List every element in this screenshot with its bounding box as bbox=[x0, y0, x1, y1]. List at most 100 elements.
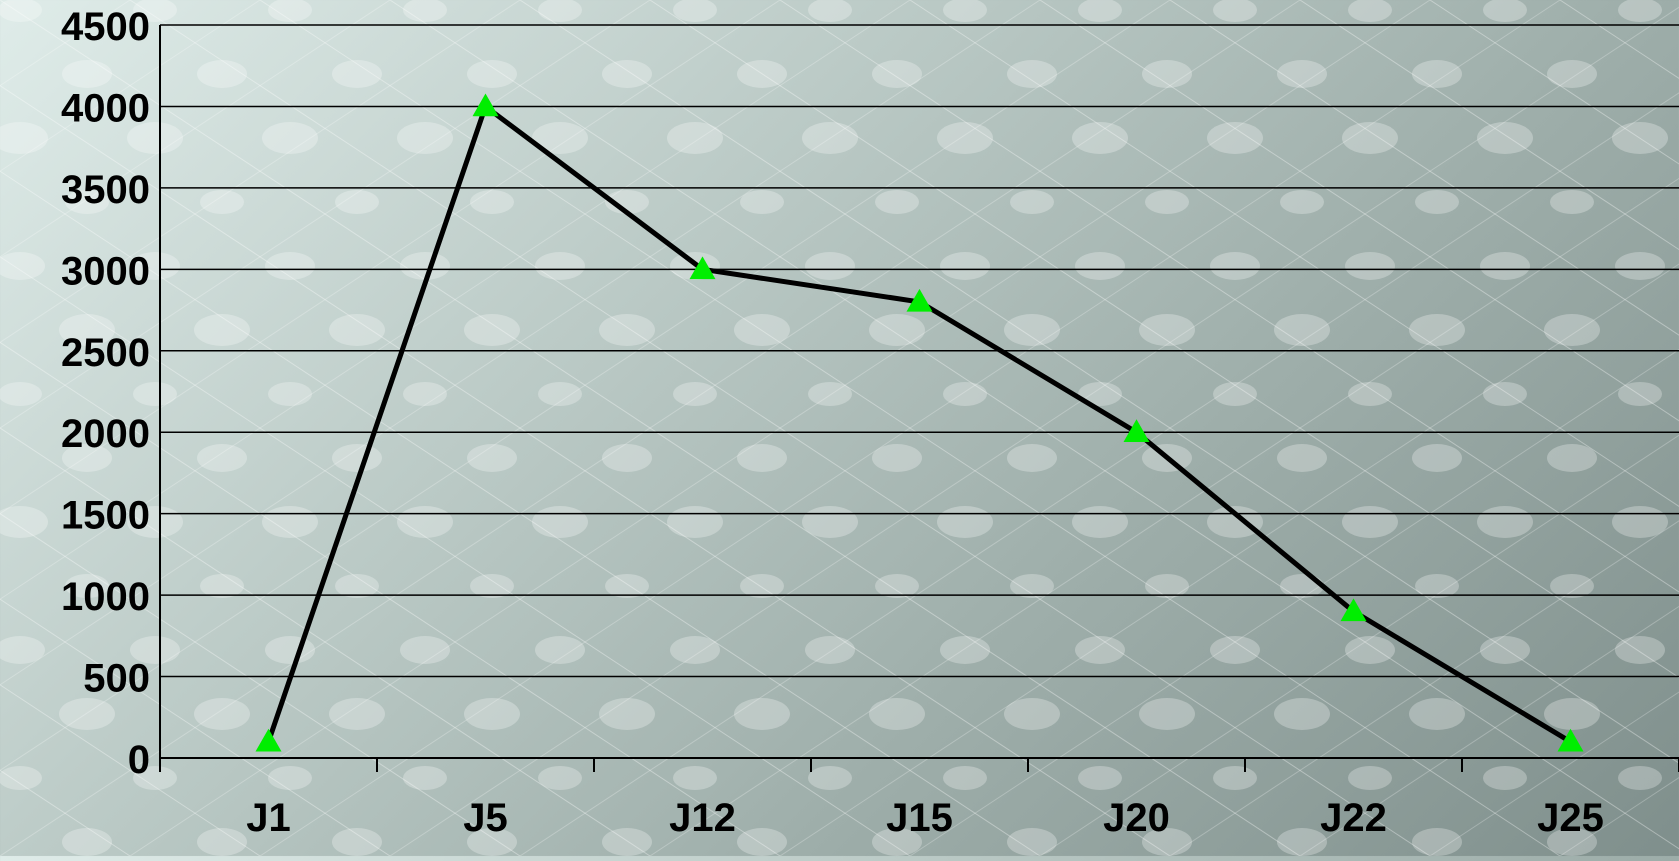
bg-dot bbox=[535, 252, 585, 280]
bg-dot bbox=[1348, 382, 1392, 406]
bg-dot bbox=[332, 444, 382, 472]
x-tick-label: J5 bbox=[463, 796, 508, 840]
bg-dot bbox=[0, 252, 45, 280]
bg-lattice-line bbox=[129, 0, 1431, 857]
bg-dot bbox=[1612, 506, 1668, 538]
axes bbox=[159, 25, 1679, 772]
bg-dot bbox=[332, 60, 382, 88]
bg-dot bbox=[1007, 828, 1057, 856]
bg-dot bbox=[869, 314, 925, 346]
bg-dot bbox=[1409, 698, 1465, 730]
bg-dot bbox=[740, 574, 784, 598]
y-tick-label: 2500 bbox=[61, 331, 150, 375]
bg-dot bbox=[673, 382, 717, 406]
bg-lattice-line bbox=[0, 0, 910, 856]
bg-lattice-line bbox=[779, 0, 1679, 593]
x-tick-label: J12 bbox=[669, 796, 736, 840]
bg-dot bbox=[397, 122, 453, 154]
bg-lattice-line bbox=[0, 513, 521, 857]
bg-dot bbox=[538, 766, 582, 790]
bg-dot bbox=[1078, 382, 1122, 406]
grid-lines bbox=[160, 24, 1679, 759]
bg-dot bbox=[802, 506, 858, 538]
bg-dot bbox=[265, 252, 315, 280]
y-tick-label: 4000 bbox=[61, 86, 150, 130]
bg-lattice-line bbox=[0, 0, 1170, 856]
bg-lattice-line bbox=[0, 684, 261, 857]
bg-dot bbox=[1072, 506, 1128, 538]
bg-dot bbox=[1415, 190, 1459, 214]
bg-lattice-line bbox=[0, 0, 521, 343]
bg-dot bbox=[1277, 828, 1327, 856]
bg-dot bbox=[1210, 252, 1260, 280]
bg-dot bbox=[1145, 190, 1189, 214]
bg-dot bbox=[808, 766, 852, 790]
bg-dot bbox=[1544, 698, 1600, 730]
bg-dot bbox=[1210, 636, 1260, 664]
bg-lattice-line bbox=[129, 0, 1431, 857]
bg-dot bbox=[1618, 0, 1662, 22]
bg-lattice-line bbox=[0, 0, 651, 429]
bg-dot bbox=[1415, 574, 1459, 598]
bg-dot bbox=[403, 0, 447, 22]
bg-dot bbox=[470, 574, 514, 598]
bg-dot bbox=[1280, 190, 1324, 214]
bg-dot bbox=[737, 828, 787, 856]
bg-dot bbox=[1142, 828, 1192, 856]
bg-dot bbox=[197, 444, 247, 472]
bg-dot bbox=[1348, 0, 1392, 22]
bg-dot bbox=[802, 122, 858, 154]
bg-dot bbox=[1213, 0, 1257, 22]
data-point-marker bbox=[1557, 728, 1584, 752]
bg-dot bbox=[1010, 190, 1054, 214]
bg-dot bbox=[133, 382, 177, 406]
bg-dot bbox=[1207, 122, 1263, 154]
bg-dot bbox=[1075, 636, 1125, 664]
bg-dot bbox=[268, 766, 312, 790]
bg-dot bbox=[1345, 252, 1395, 280]
bg-dot bbox=[602, 444, 652, 472]
bg-dot bbox=[1004, 314, 1060, 346]
data-point-marker bbox=[1123, 419, 1150, 442]
bg-dot bbox=[1075, 252, 1125, 280]
bg-dot bbox=[940, 252, 990, 280]
bg-dot bbox=[65, 190, 109, 214]
bg-lattice-line bbox=[1299, 605, 1679, 857]
bg-dot bbox=[599, 314, 655, 346]
bg-dot bbox=[62, 60, 112, 88]
bg-dot bbox=[1480, 636, 1530, 664]
bg-dot bbox=[943, 0, 987, 22]
bg-dot bbox=[1072, 122, 1128, 154]
y-tick-label: 2000 bbox=[61, 412, 150, 456]
bg-dot bbox=[1078, 766, 1122, 790]
x-tick-label: J20 bbox=[1103, 796, 1170, 840]
bg-lattice-line bbox=[0, 0, 1300, 856]
x-tick-label: J25 bbox=[1537, 796, 1604, 840]
bg-dot bbox=[667, 122, 723, 154]
bg-dot bbox=[805, 636, 855, 664]
bg-dot bbox=[937, 506, 993, 538]
bg-dot bbox=[538, 382, 582, 406]
bg-dot bbox=[1477, 122, 1533, 154]
bg-lattice-line bbox=[0, 0, 391, 258]
bg-dot bbox=[605, 574, 649, 598]
bg-dot bbox=[130, 636, 180, 664]
x-tick-label: J22 bbox=[1320, 796, 1387, 840]
bg-dot bbox=[1615, 636, 1665, 664]
bg-dot bbox=[1139, 698, 1195, 730]
bg-dot bbox=[1342, 506, 1398, 538]
bg-dot bbox=[127, 122, 183, 154]
bg-dot bbox=[670, 636, 720, 664]
bg-dot bbox=[1550, 190, 1594, 214]
bg-dot bbox=[737, 444, 787, 472]
bg-dot bbox=[673, 766, 717, 790]
bg-dot bbox=[532, 506, 588, 538]
bg-dot bbox=[1345, 636, 1395, 664]
bg-dot bbox=[1480, 252, 1530, 280]
bg-dot bbox=[808, 382, 852, 406]
bg-dot bbox=[464, 698, 520, 730]
bg-dot bbox=[599, 698, 655, 730]
bg-dot bbox=[59, 314, 115, 346]
x-tick-labels: J1 J5 J12 J15 J20 J22 J25 bbox=[246, 796, 1604, 840]
